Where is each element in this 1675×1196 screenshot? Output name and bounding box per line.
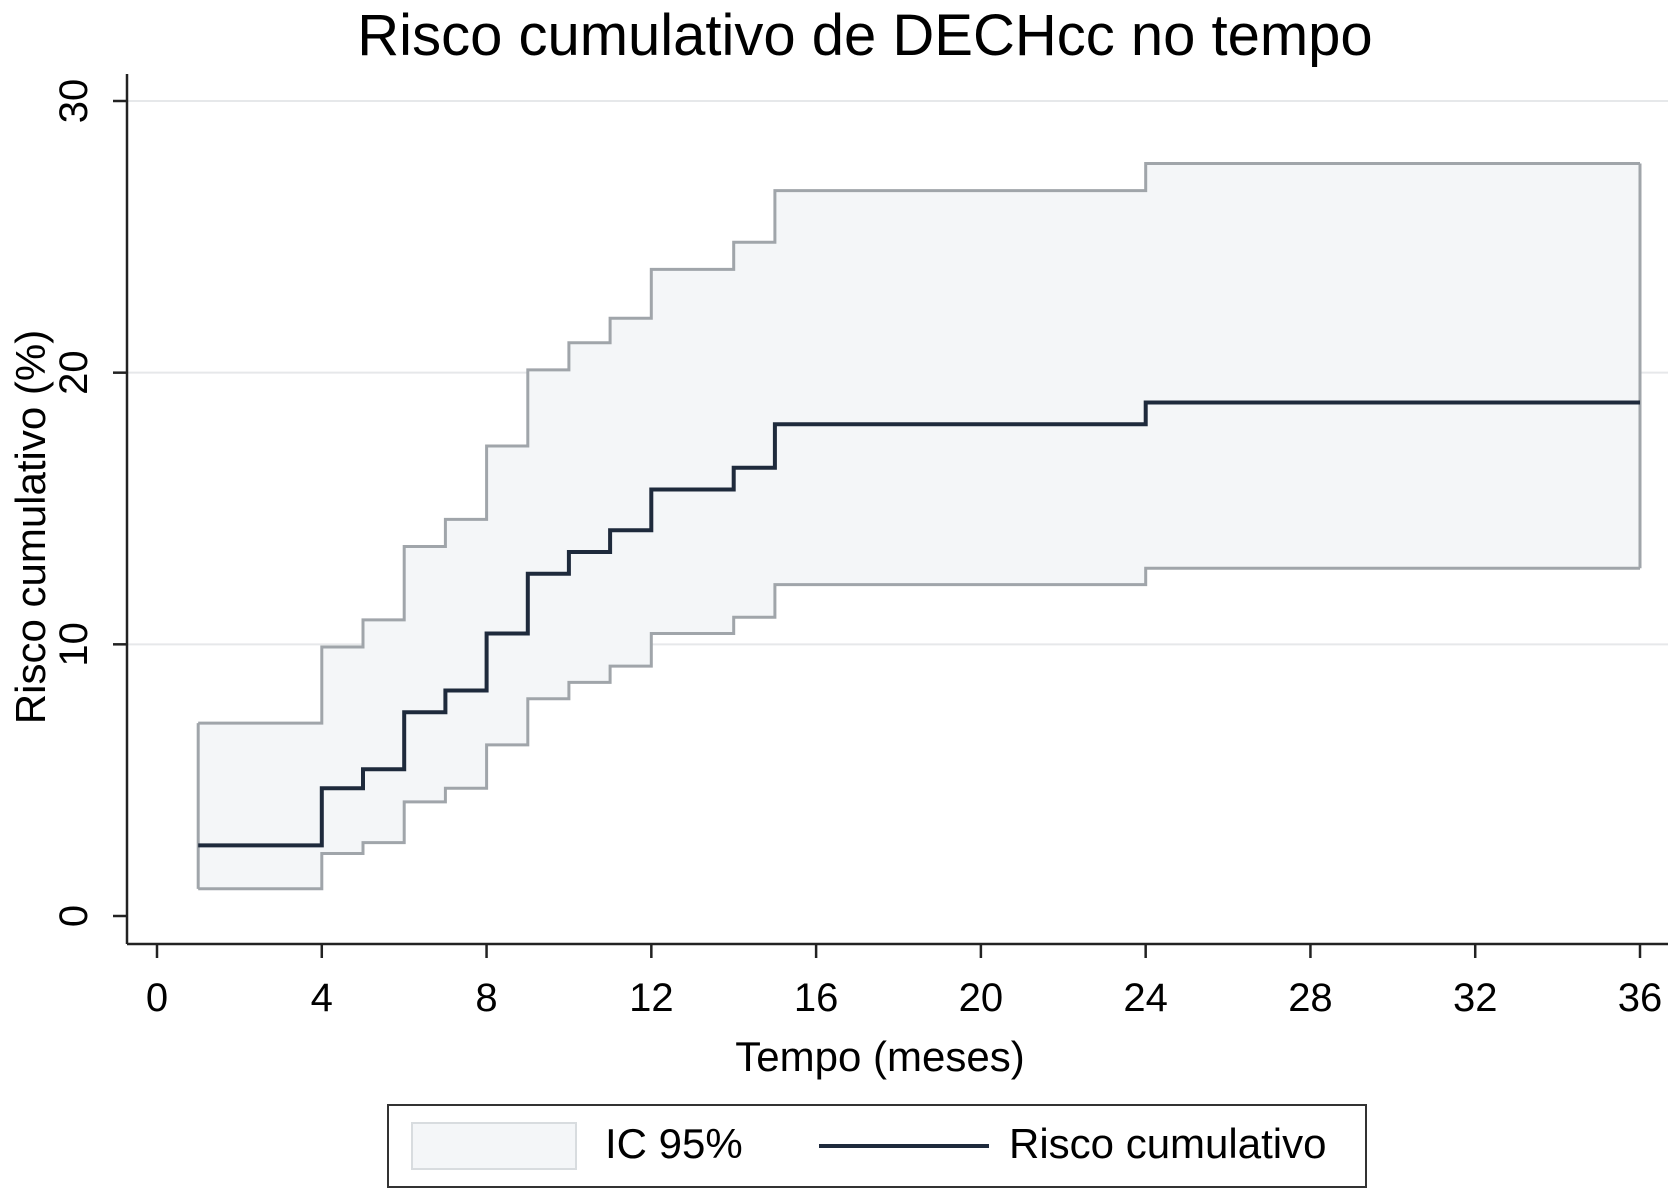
axes [125, 74, 1668, 946]
y-tick-label: 30 [52, 79, 96, 124]
risk-line [198, 400, 1640, 848]
x-axis-label: Tempo (meses) [735, 1033, 1024, 1080]
legend-swatch-risk [819, 1144, 989, 1148]
ci-upper-line [198, 162, 1640, 725]
x-tick-label: 8 [475, 976, 497, 1020]
x-tick-label: 20 [959, 976, 1004, 1020]
x-tick-label: 4 [311, 976, 333, 1020]
x-tick-label: 32 [1453, 976, 1498, 1020]
x-tick-label: 16 [794, 976, 839, 1020]
x-tick-label: 0 [146, 976, 168, 1020]
risk-step-line [198, 400, 1640, 848]
legend-label-risk: Risco cumulativo [1009, 1120, 1327, 1167]
y-tick-label: 10 [52, 622, 96, 667]
legend: IC 95% Risco cumulativo [387, 1104, 1367, 1188]
ci-band [196, 162, 1642, 891]
chart-title: Risco cumulativo de DECHcc no tempo [357, 3, 1373, 68]
legend-label-ci: IC 95% [605, 1120, 743, 1167]
x-ticks: 0 4 8 12 16 20 24 28 32 36 [146, 944, 1662, 1020]
y-axis-label: Risco cumulativo (%) [7, 330, 54, 724]
x-tick-label: 24 [1123, 976, 1168, 1020]
ci-band-fill [198, 163, 1641, 889]
y-tick-label: 20 [52, 350, 96, 395]
x-tick-label: 28 [1288, 976, 1333, 1020]
ci-lower-line [198, 566, 1640, 891]
x-tick-label: 36 [1618, 976, 1663, 1020]
y-ticks: 0 10 20 30 [52, 79, 127, 927]
y-tick-label: 0 [52, 905, 96, 927]
x-tick-label: 12 [629, 976, 674, 1020]
legend-swatch-ci [411, 1122, 577, 1170]
